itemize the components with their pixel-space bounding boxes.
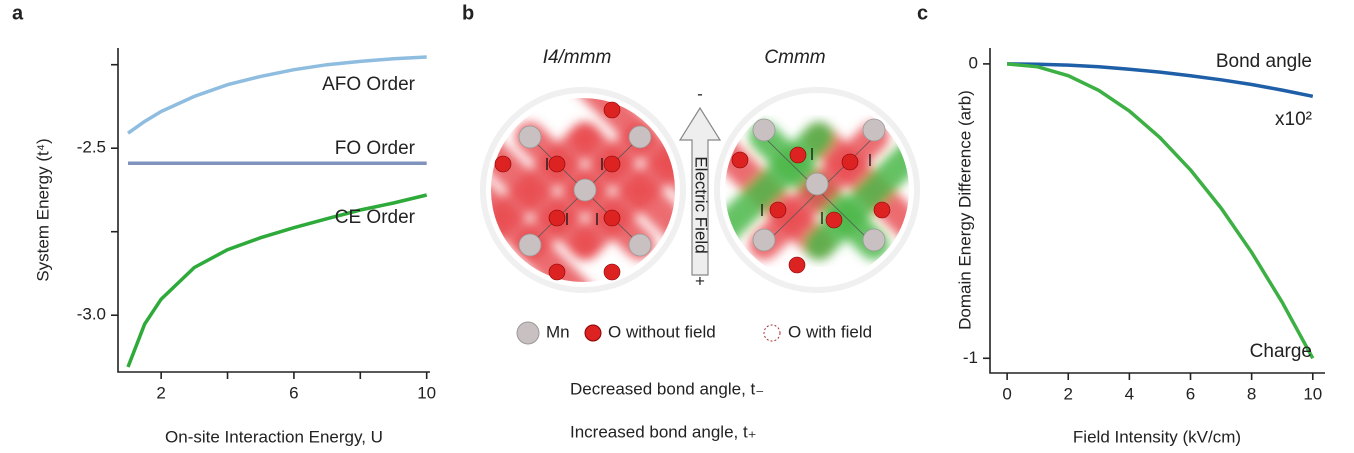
x-tick-label: 8: [1247, 384, 1256, 403]
axis-line: [117, 48, 430, 373]
series-line: [1006, 62, 1315, 360]
y-tick-label: -3.0: [77, 305, 106, 324]
legend-label: Decreased bond angle, t₋: [570, 379, 764, 398]
y-axis-label: Domain Energy Difference (arb): [955, 90, 974, 330]
legend-swatch: [516, 321, 540, 345]
annotation: x10²: [1275, 109, 1312, 130]
panel-label: a: [12, 2, 24, 24]
x-axis-label: Field Intensity (kV/cm): [1073, 427, 1241, 446]
legend-label: Increased bond angle, t₊: [570, 422, 757, 441]
x-axis-label: On-site Interaction Energy, U: [165, 427, 383, 446]
y-tick-label: -1: [963, 348, 978, 367]
structure-title: Cmmm: [764, 47, 825, 68]
x-tick-label: 6: [1186, 384, 1195, 403]
panel-label: c: [917, 2, 928, 24]
legend-label: O without field: [608, 322, 716, 341]
x-tick-label: 10: [417, 383, 436, 402]
legend-swatch: [584, 324, 602, 342]
axis-line: [989, 48, 1325, 374]
y-tick-label: -2.5: [77, 138, 106, 157]
series-line: [126, 193, 428, 368]
series-line: [1007, 62, 1314, 99]
field-sign: -: [697, 84, 703, 103]
series-label: AFO Order: [322, 74, 416, 95]
x-tick-label: 10: [1303, 384, 1322, 403]
structure-title: I4/mmm: [543, 47, 612, 68]
series-label: Bond angle: [1216, 51, 1312, 72]
field-sign: +: [695, 271, 705, 290]
series-label: CE Order: [335, 207, 416, 228]
series-label: Charge: [1250, 341, 1312, 362]
x-tick-label: 2: [1064, 384, 1073, 403]
legend-label: Mn: [546, 322, 570, 341]
x-tick-label: 0: [1002, 384, 1011, 403]
field-label: Electric Field: [692, 156, 711, 253]
x-tick-label: 6: [289, 383, 298, 402]
series-line: [126, 55, 427, 135]
y-axis-label: System Energy (t⁴): [33, 138, 52, 281]
x-tick-label: 4: [1125, 384, 1134, 403]
lattice-diagram: [480, 87, 920, 293]
legend-swatch: [763, 324, 781, 342]
series-label: FO Order: [335, 138, 416, 159]
legend-label: O with field: [788, 322, 872, 341]
y-tick-label: 0: [969, 53, 978, 72]
panel-label: b: [462, 2, 474, 24]
x-tick-label: 2: [156, 383, 165, 402]
